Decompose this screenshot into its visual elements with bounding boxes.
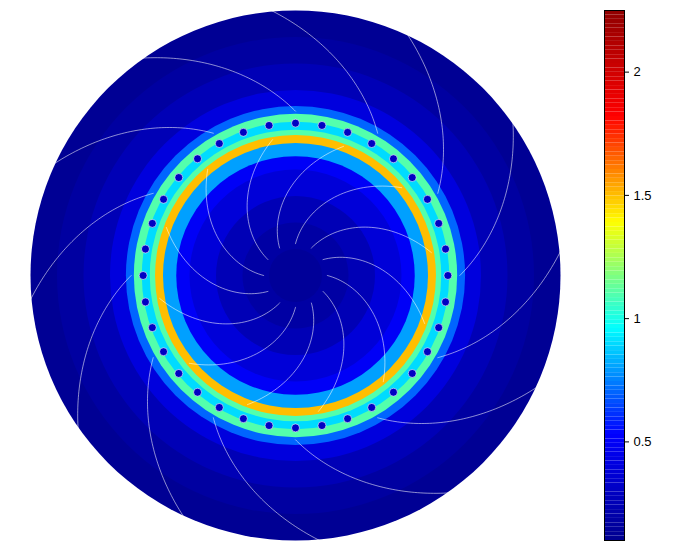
svg-text:2: 2 [634, 64, 641, 79]
svg-text:0.5: 0.5 [634, 434, 652, 449]
svg-text:1: 1 [634, 311, 641, 326]
svg-text:1.5: 1.5 [634, 188, 652, 203]
